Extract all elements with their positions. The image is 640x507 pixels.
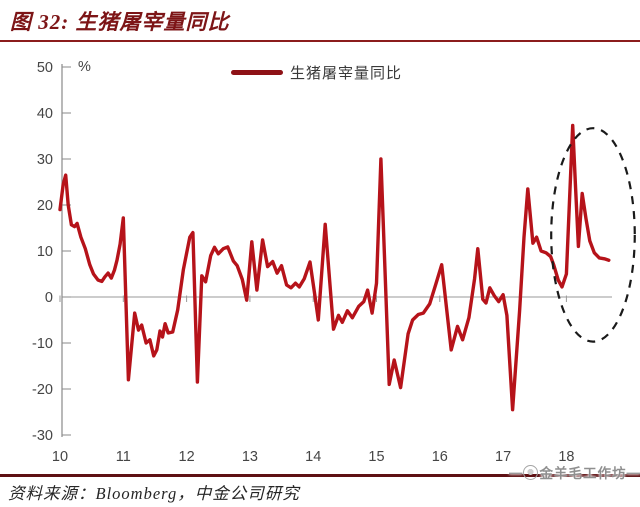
y-axis-label: -30 <box>32 428 53 444</box>
watermark-dash-right: — <box>626 464 640 480</box>
y-axis-label: 10 <box>37 244 53 260</box>
highlight-ellipse <box>550 127 636 343</box>
x-axis-label: 13 <box>242 449 258 465</box>
watermark-text: 金羊毛工作坊 <box>539 466 627 481</box>
sheep-logo-icon <box>522 464 538 480</box>
x-axis-label: 17 <box>495 449 511 465</box>
y-axis-label: -10 <box>32 336 53 352</box>
watermark: — 金羊毛工作坊 — <box>509 462 640 482</box>
x-axis-label: 10 <box>52 449 68 465</box>
y-axis-unit-label: % <box>78 59 91 75</box>
x-axis-label: 11 <box>116 449 131 465</box>
x-axis-label: 16 <box>432 449 448 465</box>
watermark-dash-left: — <box>509 464 522 480</box>
figure-title: 图 32: 生猪屠宰量同比 <box>10 10 230 34</box>
legend-label: 生猪屠宰量同比 <box>290 65 403 82</box>
title-divider <box>0 40 640 42</box>
x-axis-label: 18 <box>558 449 574 465</box>
y-axis-label: 50 <box>37 60 53 76</box>
y-axis-label: 30 <box>37 152 53 168</box>
chart-legend: 生猪屠宰量同比 <box>231 63 403 82</box>
series-line <box>58 123 611 412</box>
source-note: 资料来源：Bloomberg，中金公司研究 <box>8 484 300 503</box>
y-axis-label: 40 <box>37 106 53 122</box>
y-axis-label: 0 <box>45 290 53 306</box>
legend-line-swatch <box>231 69 283 75</box>
x-axis-label: 15 <box>368 449 384 465</box>
x-axis-label: 12 <box>179 449 195 465</box>
y-axis-label: -20 <box>32 382 53 398</box>
footer-divider <box>0 474 640 477</box>
y-axis-label: 20 <box>37 198 53 214</box>
x-axis-label: 14 <box>305 449 321 465</box>
